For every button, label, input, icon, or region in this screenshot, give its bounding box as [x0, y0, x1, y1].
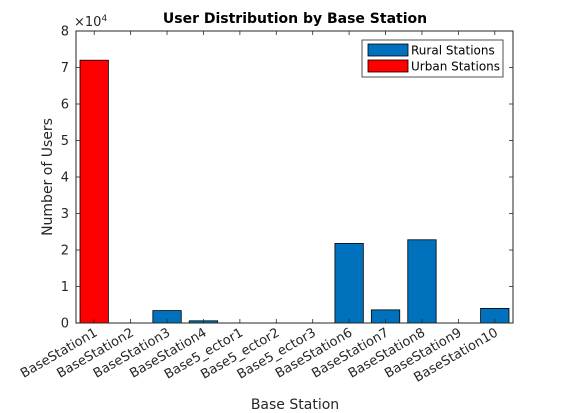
y-tick-label: 1 — [61, 280, 69, 295]
chart-title: User Distribution by Base Station — [163, 11, 427, 27]
legend-label: Rural Stations — [411, 44, 495, 58]
y-tick-label: 4 — [61, 171, 69, 186]
bars-layer — [80, 60, 509, 323]
y-tick-label: 0 — [61, 317, 69, 332]
bar-urban-stations-1 — [80, 60, 108, 323]
svg-text:×104: ×104 — [74, 14, 107, 30]
legend: Rural Stations Urban Stations — [362, 40, 503, 77]
legend-label: Urban Stations — [411, 60, 500, 74]
y-tick-label: 7 — [61, 61, 69, 76]
y-exponent-label: ×104 — [74, 14, 107, 30]
y-tick-label: 2 — [61, 244, 69, 259]
y-axis-title: Number of Users — [40, 118, 56, 236]
legend-swatch — [368, 44, 408, 56]
y-exponent-power: 4 — [101, 14, 107, 24]
bar-rural-stations-8 — [335, 243, 363, 323]
y-tick-label: 6 — [61, 98, 69, 113]
x-axis-title: Base Station — [251, 397, 339, 413]
y-tick-label: 8 — [61, 25, 69, 40]
bar-rural-stations-10 — [408, 240, 436, 323]
legend-swatch — [368, 60, 408, 72]
y-tick-label: 3 — [61, 207, 69, 222]
y-tick-label: 5 — [61, 134, 69, 149]
y-exponent-base: ×10 — [74, 15, 101, 30]
